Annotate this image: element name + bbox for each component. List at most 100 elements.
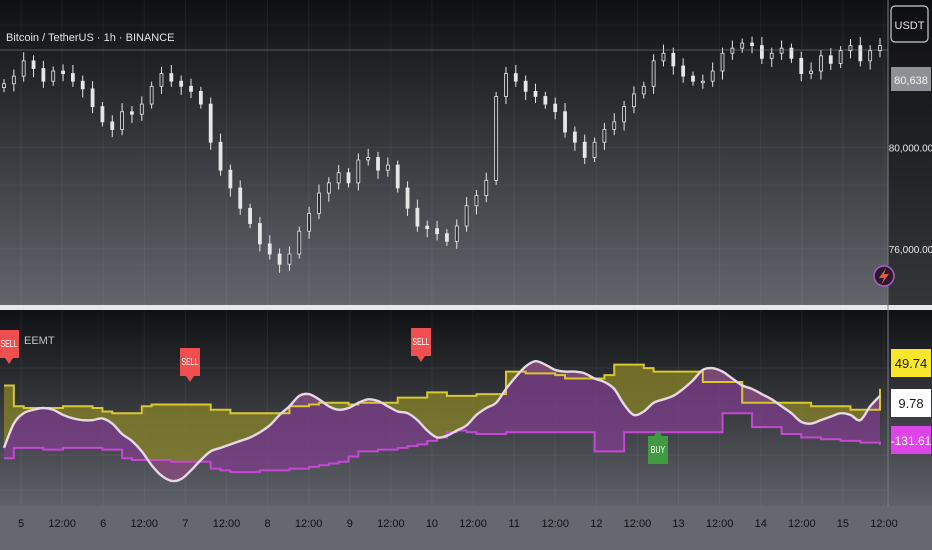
signal-markers: SELL SELL SELL BUY: [0, 328, 668, 464]
indicator-name[interactable]: EEMT: [24, 335, 55, 347]
time-tick-label: 12:00: [48, 518, 76, 530]
chart-grid: [0, 0, 888, 506]
candle-body: [799, 57, 804, 74]
time-tick-label: 5: [18, 518, 24, 530]
candle-body: [415, 207, 420, 227]
candle-body: [376, 157, 380, 171]
candle-body: [21, 60, 26, 77]
time-tick-label: 12:00: [459, 518, 487, 530]
signal-marker-label: SELL: [181, 356, 198, 368]
candle-body: [592, 141, 597, 158]
lower-band-line: [4, 412, 881, 474]
candle-body: [51, 70, 56, 82]
signal-marker-label: SELL: [412, 336, 429, 348]
currency-button[interactable]: USDT: [890, 5, 929, 43]
time-tick-label: 6: [100, 518, 106, 530]
candle-body: [878, 45, 882, 52]
time-tick-label: 12:00: [213, 518, 241, 530]
candle-body: [809, 70, 814, 74]
candle-body: [858, 45, 863, 62]
candle-body: [543, 96, 548, 105]
time-tick-label: 9: [347, 518, 353, 530]
candle-body: [208, 103, 213, 143]
candle-body: [297, 230, 302, 255]
candle-body: [267, 243, 272, 255]
candle-body: [139, 103, 144, 115]
signal-marker-buy: BUY: [648, 430, 668, 464]
candle-body: [671, 52, 676, 67]
candle-body: [70, 73, 75, 82]
time-tick-label: 7: [182, 518, 188, 530]
candle-body: [582, 141, 587, 158]
signal-marker-label: BUY: [651, 444, 666, 456]
candle-body: [366, 157, 371, 161]
time-tick-label: 12: [590, 518, 602, 530]
candle-body: [41, 68, 46, 82]
candle-body: [395, 164, 400, 189]
price-pane[interactable]: [2, 36, 882, 273]
candle-body: [740, 42, 745, 49]
current-price-label: 80,638: [894, 75, 928, 87]
signal-marker-body: [648, 430, 668, 464]
upper-band-line: [4, 363, 881, 415]
indicator-pane[interactable]: [2, 359, 881, 483]
candle-body: [307, 212, 312, 232]
candle-body: [356, 159, 361, 184]
candle-body: [287, 253, 292, 265]
lightning-icon[interactable]: [873, 265, 895, 287]
time-tick-label: 12:00: [788, 518, 816, 530]
indicator-upper-label: 49.74: [895, 356, 928, 371]
signal-marker-sell: SELL: [180, 348, 200, 382]
candle-body: [828, 55, 833, 64]
candle-body: [759, 45, 764, 59]
candle-body: [710, 70, 715, 82]
indicator-lower-label: -131.61: [891, 434, 932, 448]
candle-body: [612, 121, 617, 130]
pane-separator[interactable]: [0, 305, 932, 310]
candle-body: [474, 195, 479, 207]
time-axis-background: [0, 506, 932, 550]
candle-body: [346, 172, 351, 184]
time-axis-ticks: 5 12:00 6 12:00 7 12:00 8 12:00 9 12:00 10 12:00 11 1…: [18, 518, 898, 530]
candle-body: [632, 93, 636, 108]
candle-body: [425, 225, 430, 230]
candle-body: [730, 47, 735, 54]
candle-body: [238, 187, 243, 209]
time-tick-label: 12:00: [624, 518, 652, 530]
candle-body: [750, 42, 754, 47]
indicator-lower-tag: -131.61: [891, 426, 932, 454]
price-axis-background: [888, 0, 932, 305]
time-tick-label: 12:00: [295, 518, 323, 530]
candle-body: [464, 205, 469, 227]
price-tick-label: 76,000.00: [889, 245, 932, 256]
candle-body: [61, 70, 65, 74]
candle-body: [838, 50, 843, 64]
time-tick-label: 8: [265, 518, 271, 530]
candle-body: [80, 80, 85, 90]
candle-body: [681, 65, 686, 77]
candle-body: [504, 73, 508, 97]
candle-body: [789, 47, 794, 59]
candle-body: [228, 169, 233, 189]
candle-body: [819, 55, 823, 72]
candle-body: [189, 85, 193, 92]
candle-body: [277, 253, 282, 265]
candle-body: [848, 45, 853, 52]
symbol-title[interactable]: Bitcoin / TetherUS · 1h · BINANCE: [6, 32, 175, 44]
candle-body: [622, 106, 626, 123]
candle-body: [405, 187, 410, 209]
candle-body: [553, 103, 558, 113]
time-tick-label: 11: [508, 518, 519, 530]
candle-body: [326, 182, 331, 194]
price-pane-background: [0, 0, 932, 305]
candle-body: [868, 50, 873, 62]
candle-body: [90, 88, 95, 108]
candle-body: [179, 80, 184, 87]
candle-body: [248, 207, 252, 224]
candle-body: [120, 111, 125, 130]
signal-marker-body: [0, 330, 19, 364]
price-axis-ticks: 80,000.00 76,000.00: [889, 143, 932, 256]
candle-body: [769, 52, 774, 59]
candle-body: [317, 192, 321, 214]
